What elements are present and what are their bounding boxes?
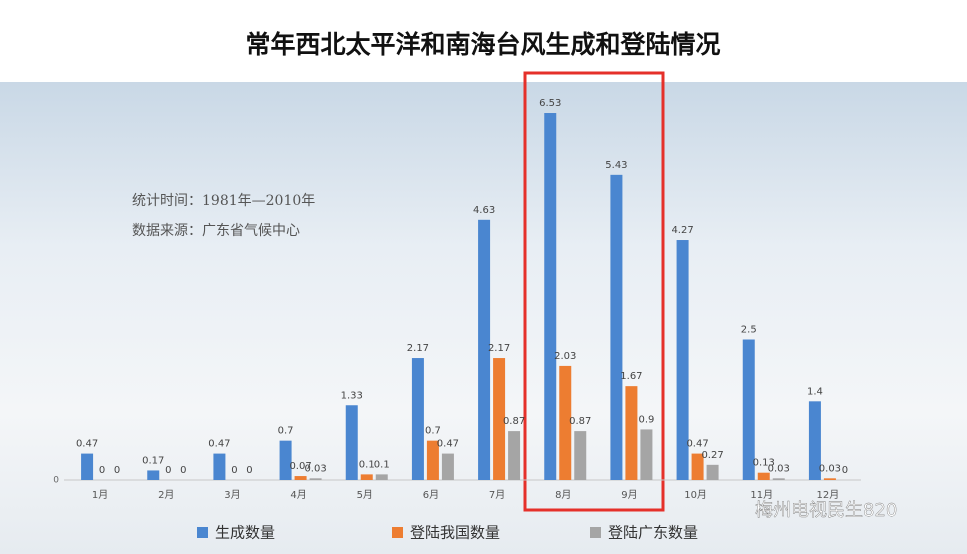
- bar: [81, 453, 94, 480]
- chart-title: 常年西北太平洋和南海台风生成和登陆情况: [245, 30, 720, 59]
- bar: [544, 113, 557, 480]
- value-label: 6.53: [539, 98, 561, 109]
- bar: [309, 478, 322, 480]
- bar: [574, 431, 587, 480]
- bar: [294, 476, 307, 480]
- bar: [478, 219, 491, 480]
- x-tick-label: 10月: [684, 489, 707, 501]
- bar: [640, 429, 653, 480]
- x-tick-label: 5月: [357, 489, 373, 501]
- x-tick-label: 1月: [92, 489, 108, 501]
- x-tick-label: 3月: [224, 489, 240, 501]
- value-label: 1.33: [341, 390, 363, 401]
- value-label: 1.67: [620, 371, 642, 382]
- x-tick-label: 11月: [750, 489, 773, 501]
- value-label: 0: [165, 465, 171, 476]
- value-label: 0.13: [753, 458, 775, 469]
- bar: [279, 440, 292, 480]
- value-label: 0.7: [278, 426, 294, 437]
- value-label: 0.1: [359, 459, 375, 470]
- bar: [823, 478, 836, 480]
- bar: [772, 478, 785, 480]
- x-tick-label: 9月: [621, 489, 637, 501]
- legend-swatch: [392, 527, 403, 538]
- value-label: 0.03: [304, 463, 326, 474]
- value-label: 4.63: [473, 205, 495, 216]
- bar: [757, 472, 770, 480]
- x-tick-label: 4月: [290, 489, 306, 501]
- legend-swatch: [590, 527, 601, 538]
- bar: [360, 474, 373, 480]
- value-label: 0.47: [76, 439, 98, 450]
- bar: [493, 358, 506, 480]
- value-label: 0.47: [208, 439, 230, 450]
- value-label: 5.43: [605, 160, 627, 171]
- value-label: 0.47: [686, 439, 708, 450]
- bar: [441, 453, 454, 480]
- value-label: 2.17: [488, 343, 510, 354]
- watermark: 梅州电视民生820: [755, 500, 897, 521]
- value-label: 0: [231, 465, 237, 476]
- x-tick-label: 8月: [555, 489, 571, 501]
- bar: [610, 174, 623, 481]
- legend-label: 生成数量: [215, 524, 275, 542]
- bar: [213, 453, 226, 480]
- value-label: 0: [114, 465, 120, 476]
- annotation: 统计时间：1981年—2010年: [132, 193, 315, 209]
- bar: [676, 240, 689, 480]
- value-label: 0.87: [503, 416, 525, 427]
- value-label: 0.17: [142, 455, 164, 466]
- value-label: 0.03: [768, 463, 790, 474]
- bar: [508, 431, 521, 480]
- bar: [559, 365, 572, 480]
- bar: [375, 474, 388, 480]
- x-tick-label: 2月: [158, 489, 174, 501]
- bar: [808, 401, 821, 480]
- x-tick-label: 12月: [817, 489, 840, 501]
- bar: [147, 470, 160, 480]
- value-label: 0.7: [425, 426, 441, 437]
- annotation: 数据来源：广东省气候中心: [132, 223, 300, 239]
- value-label: 1.4: [807, 386, 823, 397]
- x-tick-label: 7月: [489, 489, 505, 501]
- value-label: 0: [842, 465, 848, 476]
- value-label: 2.03: [554, 351, 576, 362]
- bar: [691, 453, 704, 480]
- legend-swatch: [197, 527, 208, 538]
- legend-label: 登陆广东数量: [608, 524, 698, 542]
- value-label: 0: [246, 465, 252, 476]
- y-tick-label: 0: [53, 476, 59, 486]
- bar: [706, 464, 719, 480]
- value-label: 0.87: [569, 416, 591, 427]
- highlight-box: [523, 71, 665, 512]
- value-label: 0.03: [819, 463, 841, 474]
- value-label: 2.17: [407, 343, 429, 354]
- x-tick-label: 6月: [423, 489, 439, 501]
- bar: [411, 358, 424, 480]
- legend-label: 登陆我国数量: [410, 524, 500, 542]
- value-label: 0.07: [289, 461, 311, 472]
- value-label: 0.47: [437, 439, 459, 450]
- value-label: 0: [99, 465, 105, 476]
- value-label: 0.1: [374, 459, 390, 470]
- value-label: 4.27: [671, 225, 693, 236]
- value-label: 0.9: [638, 414, 654, 425]
- bar: [625, 386, 638, 480]
- value-label: 2.5: [741, 325, 757, 336]
- bar: [345, 405, 358, 480]
- value-label: 0: [180, 465, 186, 476]
- bar: [426, 440, 439, 480]
- value-label: 0.27: [701, 450, 723, 461]
- bar: [742, 339, 755, 480]
